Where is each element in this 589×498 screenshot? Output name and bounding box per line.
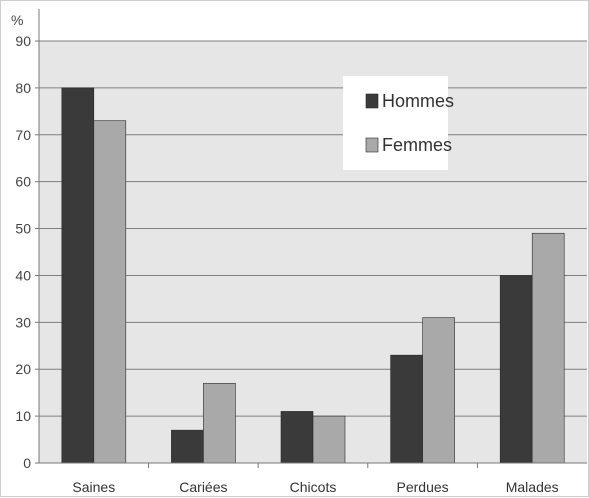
x-tick-label: Chicots	[290, 479, 337, 495]
y-tick-label: 10	[15, 408, 31, 424]
legend-label-femmes: Femmes	[382, 135, 452, 155]
legend-swatch-hommes	[365, 93, 379, 109]
bar-femmes-4	[531, 232, 565, 464]
bar-femmes-3	[422, 317, 455, 464]
y-tick-label: 30	[15, 314, 31, 330]
x-tick-label: Perdues	[397, 479, 449, 495]
y-tick-label: 50	[15, 221, 31, 237]
bar-hommes-2	[280, 411, 314, 464]
y-tick-label: 80	[15, 80, 31, 96]
bar-femmes-0	[93, 120, 127, 464]
bar-femmes-2	[312, 415, 346, 464]
bar-hommes-3	[390, 354, 423, 464]
y-tick-label: 60	[15, 174, 31, 190]
x-tick-label: Cariées	[179, 479, 227, 495]
y-tick-label: 20	[15, 361, 31, 377]
axes: 0 10 20 30 40 50 60 70 80 90% Saines Cariées Chicots…	[11, 9, 587, 495]
legend-label-hommes: Hommes	[382, 91, 454, 111]
legend: Hommes Femmes	[343, 76, 454, 170]
bar-femmes-1	[203, 382, 236, 464]
y-tick-label: 40	[15, 267, 31, 283]
x-tick-label: Malades	[506, 479, 559, 495]
legend-swatch-femmes	[365, 137, 379, 153]
gridlines	[39, 40, 587, 417]
plot-area	[39, 41, 587, 463]
bars	[61, 87, 565, 464]
bar-hommes-1	[171, 429, 204, 464]
bar-hommes-4	[499, 275, 533, 464]
y-tick-label: 70	[15, 127, 31, 143]
y-tick-label: 0	[23, 455, 31, 471]
bar-hommes-0	[61, 87, 95, 464]
y-tick-label: 90	[15, 33, 31, 49]
y-axis-label: %	[11, 12, 23, 28]
plot-background	[39, 41, 587, 463]
x-tick-label: Saines	[72, 479, 115, 495]
legend-box	[343, 76, 448, 170]
